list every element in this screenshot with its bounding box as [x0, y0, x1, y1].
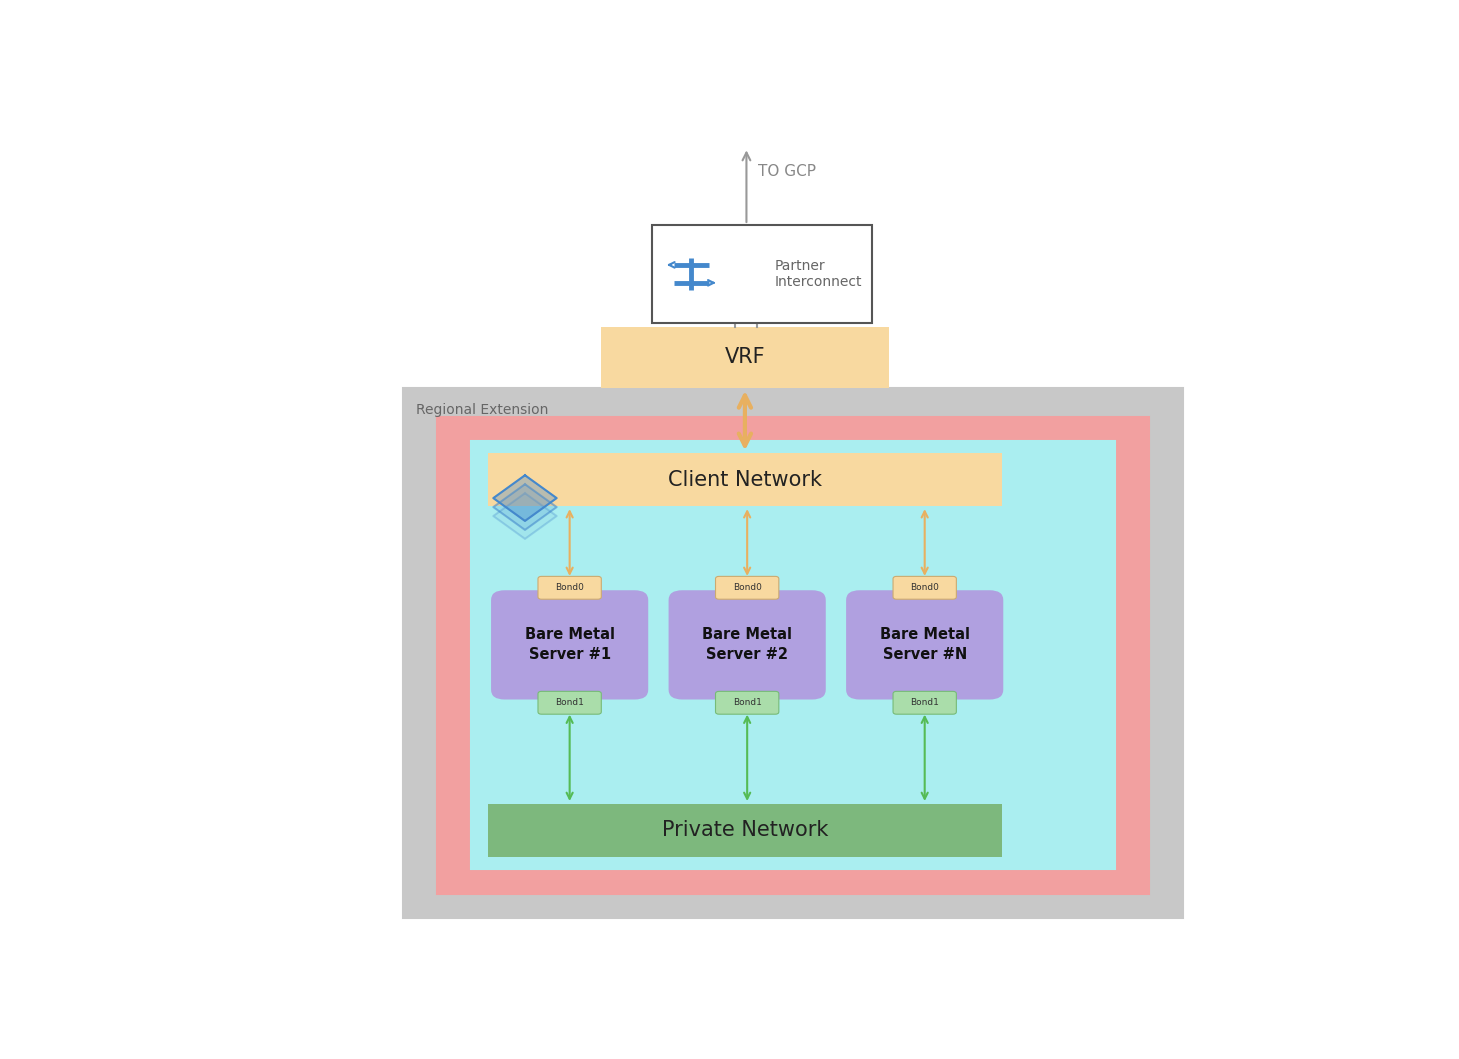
FancyBboxPatch shape — [715, 576, 779, 599]
Bar — [601, 327, 889, 388]
Bar — [487, 453, 1002, 506]
FancyBboxPatch shape — [846, 590, 1004, 700]
Text: Bond0: Bond0 — [556, 584, 584, 592]
Text: Bond0: Bond0 — [732, 584, 762, 592]
Text: Bare Metal
Server #N: Bare Metal Server #N — [880, 628, 970, 662]
FancyBboxPatch shape — [893, 692, 956, 714]
Polygon shape — [493, 475, 557, 521]
FancyBboxPatch shape — [538, 576, 601, 599]
Text: Bond1: Bond1 — [732, 698, 762, 707]
Text: Bare Metal
Server #1: Bare Metal Server #1 — [525, 628, 614, 662]
Text: Partner
Interconnect: Partner Interconnect — [775, 258, 862, 289]
Polygon shape — [493, 484, 557, 530]
Text: Client Network: Client Network — [668, 470, 821, 489]
Text: TO GCP: TO GCP — [757, 164, 816, 179]
FancyBboxPatch shape — [538, 692, 601, 714]
FancyBboxPatch shape — [668, 590, 826, 700]
Bar — [652, 225, 872, 323]
FancyBboxPatch shape — [715, 692, 779, 714]
Bar — [403, 388, 1183, 918]
FancyBboxPatch shape — [893, 576, 956, 599]
Text: Private Network: Private Network — [662, 821, 829, 841]
Text: Bond1: Bond1 — [910, 698, 940, 707]
Text: Bare Metal
Server #2: Bare Metal Server #2 — [702, 628, 792, 662]
Text: VRF: VRF — [725, 347, 765, 367]
Text: Bond1: Bond1 — [556, 698, 584, 707]
Polygon shape — [493, 493, 557, 539]
FancyBboxPatch shape — [492, 590, 648, 700]
Bar — [487, 804, 1002, 857]
Text: Regional Extension: Regional Extension — [416, 402, 549, 416]
Text: Bond0: Bond0 — [910, 584, 940, 592]
Bar — [471, 441, 1115, 869]
Bar — [436, 416, 1150, 894]
